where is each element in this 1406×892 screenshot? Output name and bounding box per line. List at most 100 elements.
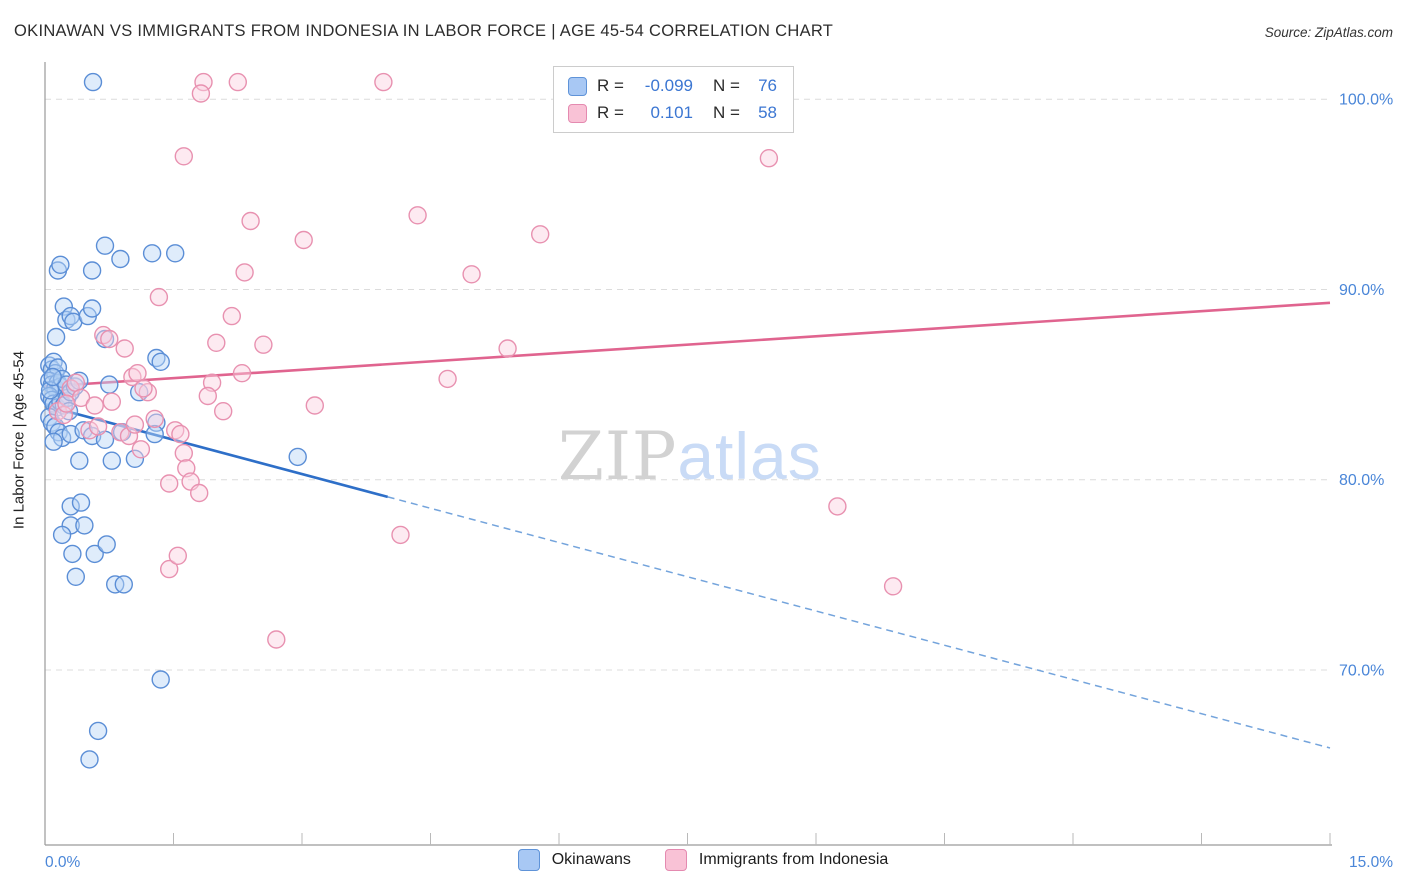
scatter-point[interactable] <box>159 474 179 493</box>
legend-item-label: Immigrants from Indonesia <box>698 851 889 868</box>
scatter-point[interactable] <box>102 392 122 411</box>
scatter-point[interactable] <box>71 493 91 512</box>
scatter-point[interactable] <box>145 409 164 429</box>
scatter-point[interactable] <box>61 497 80 516</box>
scatter-point[interactable] <box>119 426 139 446</box>
scatter-point[interactable] <box>54 405 73 425</box>
scatter-point[interactable] <box>759 148 779 168</box>
trendline-okinawans-extrapolated <box>387 496 1331 749</box>
scatter-point[interactable] <box>254 335 273 354</box>
scatter-point[interactable] <box>134 379 153 398</box>
scatter-point[interactable] <box>52 525 72 545</box>
scatter-point[interactable] <box>408 206 427 225</box>
scatter-point[interactable] <box>151 352 170 371</box>
scatter-point[interactable] <box>88 721 108 741</box>
series-okinawans <box>40 72 307 769</box>
scatter-point[interactable] <box>189 483 209 503</box>
scatter-point[interactable] <box>46 327 66 347</box>
scatter-point[interactable] <box>44 432 63 451</box>
scatter-point[interactable] <box>66 373 86 392</box>
scatter-point[interactable] <box>85 544 104 564</box>
scatter-point[interactable] <box>131 440 151 459</box>
scatter-point[interactable] <box>125 415 145 434</box>
r-label: R = <box>597 76 624 95</box>
indonesia-swatch <box>568 103 587 123</box>
scatter-point[interactable] <box>168 546 188 565</box>
scatter-point[interactable] <box>97 535 116 554</box>
scatter-point[interactable] <box>438 369 457 389</box>
scatter-point[interactable] <box>391 525 410 545</box>
scatter-point[interactable] <box>207 333 226 352</box>
scatter-point[interactable] <box>198 386 218 406</box>
scatter-point[interactable] <box>828 497 847 516</box>
scatter-point[interactable] <box>63 544 82 564</box>
scatter-point[interactable] <box>100 375 119 394</box>
scatter-point[interactable] <box>80 750 99 769</box>
scatter-point[interactable] <box>83 72 103 92</box>
scatter-point[interactable] <box>100 329 119 349</box>
scatter-point[interactable] <box>125 449 145 468</box>
trendline-okinawans <box>44 404 389 499</box>
scatter-point[interactable] <box>222 306 242 326</box>
x-axis-max-label: 15.0% <box>1349 854 1393 871</box>
r-value-okinawans: -0.099 <box>644 76 693 95</box>
scatter-point[interactable] <box>114 575 134 594</box>
scatter-point[interactable] <box>194 72 213 92</box>
legend-item-label: Okinawans <box>551 851 631 868</box>
scatter-point[interactable] <box>75 516 94 535</box>
scatter-point[interactable] <box>232 364 252 383</box>
scatter-point[interactable] <box>115 339 134 358</box>
scatter-point[interactable] <box>374 72 393 92</box>
scatter-point[interactable] <box>531 225 550 244</box>
scatter-point[interactable] <box>88 417 108 436</box>
legend-item-okinawans[interactable]: Okinawans <box>517 849 631 871</box>
scatter-point[interactable] <box>145 424 164 444</box>
scatter-point[interactable] <box>85 396 104 415</box>
source-link[interactable]: Source: ZipAtlas.com <box>1264 25 1393 40</box>
legend-box: R = -0.099 N = 76 R = 0.101 N = 58 <box>553 66 794 133</box>
bottom-legend: Okinawans Immigrants from Indonesia <box>0 849 1406 871</box>
scatter-point[interactable] <box>48 358 68 377</box>
scatter-point[interactable] <box>228 72 248 92</box>
scatter-point[interactable] <box>462 265 481 284</box>
scatter-point[interactable] <box>57 394 76 413</box>
scatter-point[interactable] <box>165 244 185 263</box>
scatter-point[interactable] <box>191 84 211 103</box>
scatter-point[interactable] <box>241 211 260 231</box>
scatter-point[interactable] <box>267 630 286 649</box>
scatter-point[interactable] <box>43 367 62 387</box>
scatter-point[interactable] <box>66 567 86 586</box>
series-indonesia <box>48 72 903 649</box>
scatter-point[interactable] <box>82 299 102 318</box>
scatter-point[interactable] <box>159 559 179 579</box>
page-title: OKINAWAN VS IMMIGRANTS FROM INDONESIA IN… <box>14 22 834 40</box>
trendline-indonesia <box>44 301 1331 388</box>
scatter-point[interactable] <box>294 230 313 250</box>
scatter-point[interactable] <box>149 287 169 307</box>
scatter-point[interactable] <box>883 577 903 596</box>
scatter-point[interactable] <box>174 147 194 166</box>
scatter-point[interactable] <box>51 255 70 274</box>
n-label: N = <box>713 76 740 95</box>
scatter-point[interactable] <box>102 451 122 470</box>
scatter-point[interactable] <box>288 447 307 467</box>
scatter-point[interactable] <box>174 443 194 463</box>
scatter-point[interactable] <box>111 249 130 269</box>
r-label: R = <box>597 103 624 122</box>
scatter-point[interactable] <box>151 670 170 689</box>
scatter-point[interactable] <box>305 396 324 415</box>
scatter-point[interactable] <box>128 364 147 383</box>
y-tick-label: 90.0% <box>1339 282 1384 299</box>
scatter-point[interactable] <box>142 244 162 263</box>
scatter-point[interactable] <box>95 236 115 255</box>
scatter-point[interactable] <box>498 339 517 358</box>
y-tick-label: 80.0% <box>1339 472 1384 489</box>
n-value-indonesia: 58 <box>758 103 777 122</box>
legend-item-indonesia[interactable]: Immigrants from Indonesia <box>664 849 889 871</box>
scatter-point[interactable] <box>235 263 254 282</box>
scatter-point[interactable] <box>70 451 89 470</box>
scatter-point[interactable] <box>171 424 190 444</box>
scatter-point[interactable] <box>213 402 233 421</box>
scatter-point[interactable] <box>82 261 102 280</box>
